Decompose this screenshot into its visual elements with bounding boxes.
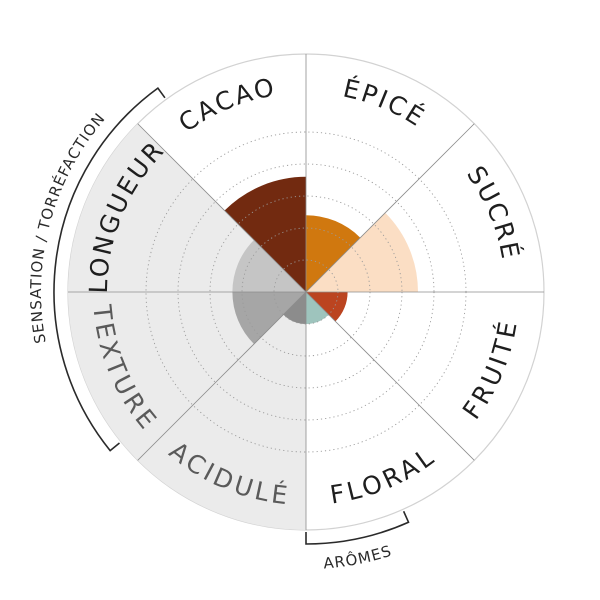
sensation-background [68,123,306,531]
bar-epice [306,215,361,292]
aromes-group-label: ARÔMES [323,542,394,573]
bar-longueur [232,239,306,292]
sensation-bracket [53,87,166,452]
bar-sucre [306,212,418,292]
axis-line [137,123,475,461]
bar-cacao [224,176,306,292]
bar-fruite [306,292,348,322]
bar-floral [306,292,329,324]
data-bars [224,176,418,345]
axis-lines [68,54,544,530]
bar-texture [232,292,306,345]
bar-acidule [283,292,306,324]
aromes-bracket [305,510,410,545]
